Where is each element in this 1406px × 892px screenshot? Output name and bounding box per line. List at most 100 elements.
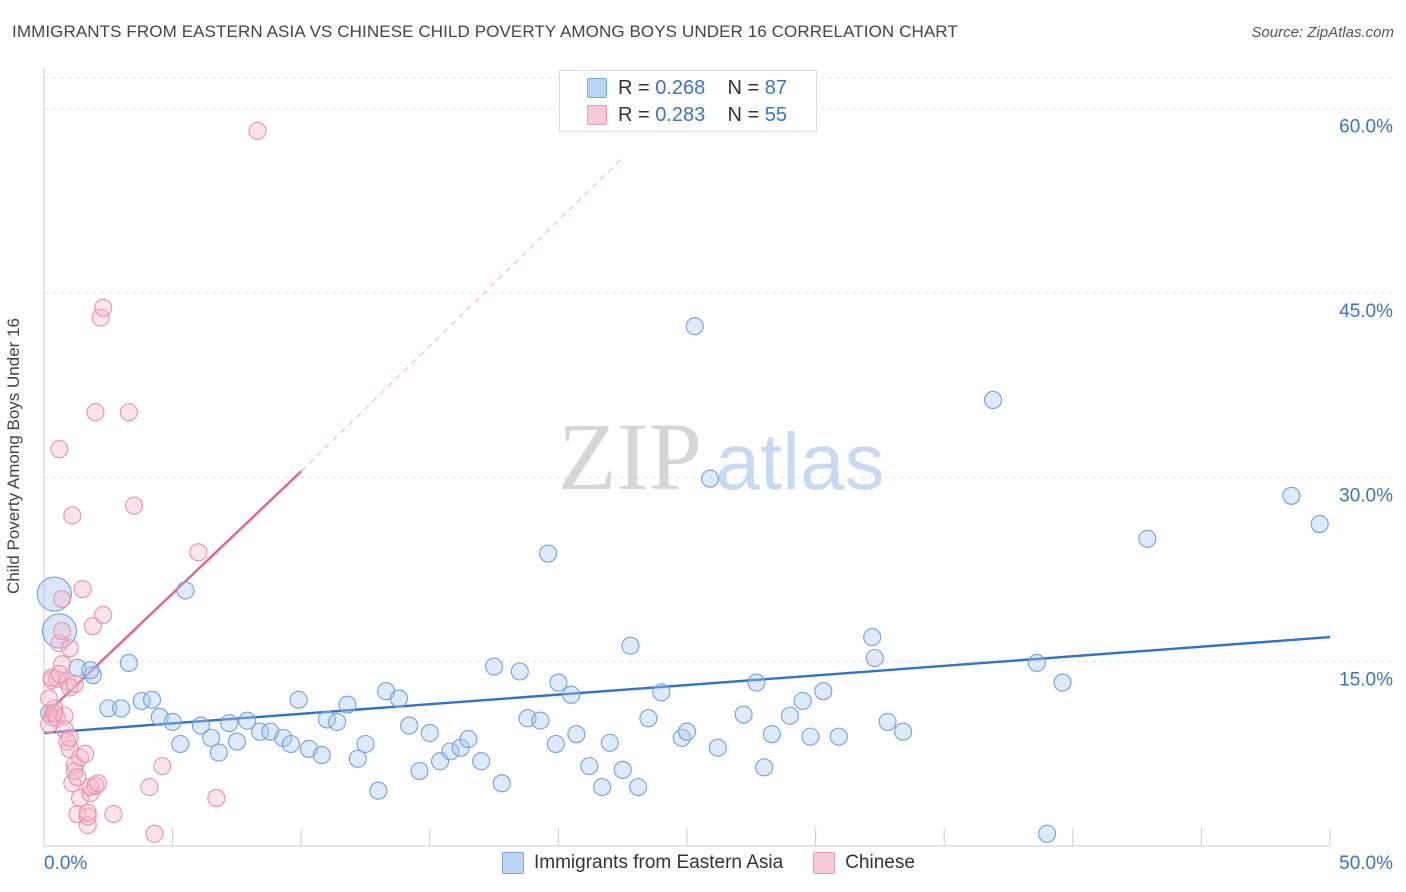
- point-eastern-asia: [36, 576, 72, 612]
- point-chinese: [78, 803, 97, 822]
- point-eastern-asia: [400, 716, 419, 735]
- point-eastern-asia: [629, 777, 648, 797]
- point-chinese: [83, 616, 102, 636]
- legend-r-label: R =: [618, 76, 656, 99]
- point-eastern-asia: [863, 628, 882, 647]
- point-chinese: [86, 776, 105, 795]
- point-eastern-asia: [600, 733, 619, 752]
- tick-labels: 15.0% 30.0% 45.0% 60.0% 0.0% 50.0%: [44, 117, 1393, 874]
- point-eastern-asia: [348, 749, 367, 768]
- point-eastern-asia: [420, 723, 439, 743]
- point-eastern-asia: [593, 777, 612, 797]
- point-eastern-asia: [747, 673, 766, 692]
- legend-n-label: N =: [727, 76, 765, 99]
- point-eastern-asia: [81, 661, 100, 680]
- point-eastern-asia: [639, 709, 658, 728]
- point-chinese: [145, 824, 164, 843]
- series-legend-label: Chinese: [845, 852, 915, 873]
- point-chinese: [140, 777, 159, 797]
- correlation-legend: R = 0.268 N = 87 R = 0.283 N = 55: [559, 70, 817, 132]
- axes: [43, 68, 1331, 847]
- point-eastern-asia: [472, 752, 491, 771]
- watermark-zip: ZIP: [558, 403, 702, 510]
- point-eastern-asia: [510, 662, 529, 681]
- point-chinese: [50, 440, 69, 459]
- point-eastern-asia: [580, 757, 599, 776]
- point-eastern-asia: [1310, 515, 1329, 534]
- point-chinese: [119, 403, 138, 422]
- gridlines: [44, 77, 1392, 663]
- point-eastern-asia: [567, 725, 586, 744]
- point-chinese: [248, 121, 267, 140]
- legend-swatch-pink: [587, 105, 607, 125]
- point-eastern-asia: [112, 699, 131, 718]
- point-chinese: [60, 728, 79, 747]
- trend-lines: [43, 157, 1331, 735]
- point-eastern-asia: [142, 690, 162, 709]
- point-eastern-asia: [780, 706, 799, 725]
- point-eastern-asia: [613, 760, 632, 779]
- point-eastern-asia: [1038, 824, 1057, 843]
- point-eastern-asia: [83, 666, 102, 685]
- point-eastern-asia: [356, 734, 375, 754]
- point-eastern-asia: [250, 722, 270, 741]
- point-eastern-asia: [312, 746, 331, 765]
- point-eastern-asia: [1282, 486, 1301, 505]
- point-eastern-asia: [652, 683, 671, 702]
- trend-line-chinese: [43, 470, 303, 717]
- point-eastern-asia: [119, 653, 138, 672]
- y-tick-label: 60.0%: [1339, 117, 1393, 138]
- data-points: [36, 121, 1329, 843]
- point-chinese: [88, 774, 108, 793]
- series-swatch-pink: [813, 852, 836, 874]
- source-label: Source: ZipAtlas.com: [1251, 24, 1394, 41]
- chart-title: IMMIGRANTS FROM EASTERN ASIA VS CHINESE …: [12, 22, 958, 41]
- point-eastern-asia: [562, 685, 581, 704]
- point-chinese: [76, 744, 95, 763]
- point-eastern-asia: [762, 725, 781, 744]
- point-eastern-asia: [984, 390, 1003, 409]
- legend-row-pink: R = 0.283 N = 55: [587, 103, 787, 127]
- y-tick-label: 15.0%: [1339, 670, 1393, 691]
- legend-n-label: N =: [727, 103, 765, 126]
- point-eastern-asia: [389, 689, 408, 708]
- point-eastern-asia: [621, 636, 640, 655]
- point-chinese: [86, 403, 105, 422]
- series-legend: Immigrants from Eastern Asia Chinese: [502, 852, 945, 874]
- point-eastern-asia: [227, 732, 246, 751]
- point-chinese: [52, 621, 72, 641]
- point-chinese: [94, 605, 113, 625]
- point-eastern-asia: [171, 734, 190, 754]
- point-eastern-asia: [539, 544, 558, 563]
- legend-r-value: 0.268: [655, 76, 706, 99]
- point-eastern-asia: [289, 690, 308, 709]
- trend-line-eastern-asia: [43, 635, 1331, 735]
- legend-n-value: 87: [764, 76, 788, 99]
- point-eastern-asia: [878, 712, 897, 731]
- watermark: ZIP atlas: [558, 403, 884, 510]
- series-legend-item-eastern-asia: Immigrants from Eastern Asia: [502, 852, 783, 874]
- point-chinese: [60, 639, 79, 658]
- point-chinese: [68, 768, 87, 787]
- point-chinese: [65, 674, 84, 693]
- point-eastern-asia: [220, 714, 239, 733]
- point-eastern-asia: [755, 758, 774, 777]
- point-eastern-asia: [701, 469, 720, 488]
- point-chinese: [70, 789, 90, 808]
- series-swatch-blue: [502, 852, 524, 874]
- point-eastern-asia: [1138, 529, 1157, 548]
- point-eastern-asia: [734, 705, 753, 724]
- point-eastern-asia: [176, 581, 195, 600]
- legend-r-value: 0.283: [655, 103, 706, 126]
- point-eastern-asia: [677, 722, 697, 741]
- point-eastern-asia: [531, 711, 550, 730]
- legend-row-blue: R = 0.268 N = 87: [587, 76, 788, 100]
- point-eastern-asia: [865, 648, 884, 668]
- point-chinese: [52, 589, 72, 609]
- point-eastern-asia: [281, 734, 300, 754]
- point-eastern-asia: [801, 727, 820, 746]
- point-eastern-asia: [441, 742, 460, 761]
- point-chinese: [63, 506, 82, 525]
- y-tick-label: 45.0%: [1339, 301, 1393, 322]
- point-eastern-asia: [1027, 653, 1046, 672]
